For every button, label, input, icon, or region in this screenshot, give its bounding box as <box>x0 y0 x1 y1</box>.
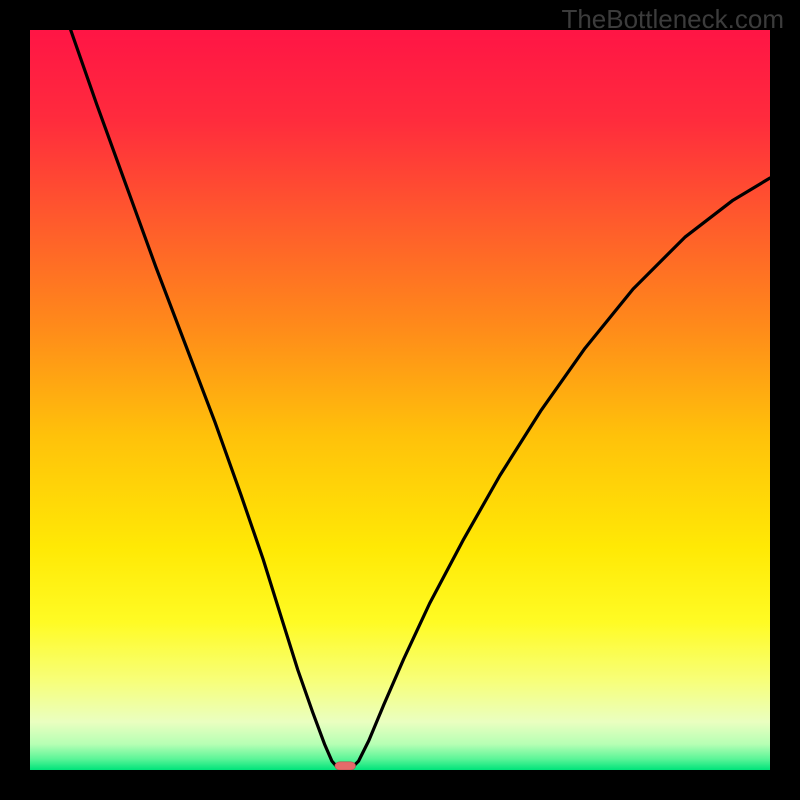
plot-area <box>30 30 770 770</box>
chart-svg <box>0 0 800 800</box>
optimum-marker <box>335 762 356 770</box>
chart-stage: TheBottleneck.com <box>0 0 800 800</box>
